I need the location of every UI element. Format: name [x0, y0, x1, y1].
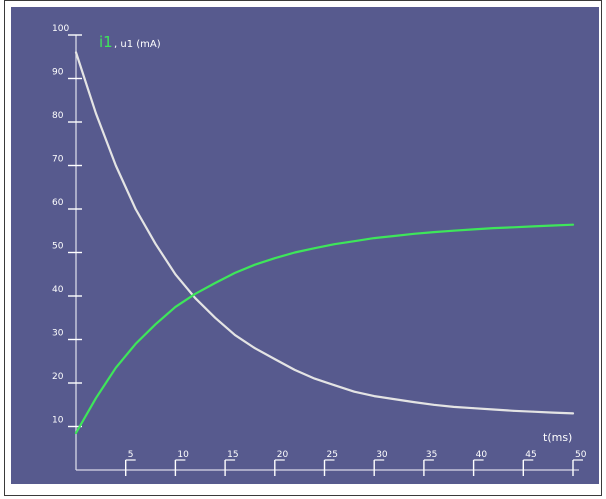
- data-point-i1: [493, 227, 495, 229]
- data-point-i1: [572, 224, 574, 226]
- data-point-i1: [214, 282, 216, 284]
- y-tick-label-90: 90: [52, 68, 64, 78]
- data-point-u1: [294, 369, 296, 371]
- data-point-i1: [532, 226, 534, 228]
- data-point-u1: [353, 391, 355, 393]
- data-point-i1: [413, 233, 415, 235]
- y-tick-label-70: 70: [52, 155, 64, 165]
- data-point-i1: [234, 272, 236, 274]
- data-point-i1: [433, 231, 435, 233]
- axes: 5 10 15 20 25 30 35 40 45 50 10 20 30 40 50 60 70 80 90 100: [52, 24, 587, 476]
- data-point-u1: [314, 378, 316, 380]
- data-point-i1: [314, 247, 316, 249]
- data-point-i1: [393, 235, 395, 237]
- y-tick-label-60: 60: [52, 198, 64, 208]
- data-point-u1: [135, 208, 137, 210]
- y-tick-label-50: 50: [52, 242, 64, 252]
- y-tick-label-100: 100: [52, 24, 69, 34]
- data-point-i1: [294, 252, 296, 254]
- x-tick-label-45: 45: [525, 450, 536, 460]
- data-point-u1: [194, 297, 196, 299]
- x-tick-label-30: 30: [376, 450, 388, 460]
- data-point-u1: [393, 398, 395, 400]
- data-point-i1: [353, 240, 355, 242]
- data-point-i1: [115, 367, 117, 369]
- y-tick-label-10: 10: [52, 416, 64, 426]
- x-tick-label-40: 40: [476, 450, 488, 460]
- data-point-i1: [552, 225, 554, 227]
- chart-svg: 5 10 15 20 25 30 35 40 45 50 10 20 30 40 50 60 70 80 90 100…: [11, 7, 599, 484]
- chart-frame: 5 10 15 20 25 30 35 40 45 50 10 20 30 40 50 60 70 80 90 100…: [4, 0, 602, 496]
- x-tick-label-20: 20: [277, 450, 289, 460]
- x-tick-label-15: 15: [227, 450, 238, 460]
- x-tick-label-5: 5: [128, 450, 134, 460]
- data-point-i1: [334, 243, 336, 245]
- data-point-i1: [453, 230, 455, 232]
- data-point-i1: [155, 323, 157, 325]
- data-point-i1: [373, 237, 375, 239]
- data-point-i1: [513, 226, 515, 228]
- legend: i1 , u1 (mA): [99, 33, 161, 51]
- data-point-i1: [274, 257, 276, 259]
- data-point-u1: [214, 317, 216, 319]
- data-point-i1: [194, 293, 196, 295]
- y-tick-label-20: 20: [52, 372, 64, 382]
- data-point-u1: [95, 112, 97, 114]
- legend-label-i1: i1: [99, 33, 113, 51]
- data-point-u1: [254, 347, 256, 349]
- plot-panel: 5 10 15 20 25 30 35 40 45 50 10 20 30 40 50 60 70 80 90 100…: [11, 7, 599, 484]
- data-point-u1: [115, 165, 117, 167]
- data-point-i1: [254, 264, 256, 266]
- x-tick-label-25: 25: [327, 450, 338, 460]
- data-point-i1: [175, 306, 177, 308]
- series-line-u1: [76, 52, 573, 413]
- x-axis-label: t(ms): [543, 431, 572, 444]
- data-point-u1: [473, 407, 475, 409]
- data-point-u1: [513, 410, 515, 412]
- data-point-u1: [155, 243, 157, 245]
- legend-label-u1: , u1 (mA): [114, 39, 161, 50]
- data-point-i1: [75, 432, 77, 434]
- data-point-u1: [234, 334, 236, 336]
- y-tick-label-30: 30: [52, 329, 64, 339]
- data-point-u1: [334, 384, 336, 386]
- data-point-u1: [453, 406, 455, 408]
- x-tick-label-35: 35: [426, 450, 437, 460]
- data-point-u1: [413, 401, 415, 403]
- data-point-u1: [75, 52, 77, 54]
- data-point-u1: [572, 413, 574, 415]
- data-point-u1: [532, 411, 534, 413]
- data-point-u1: [552, 412, 554, 414]
- series-line-i1: [76, 225, 573, 433]
- x-tick-label-50: 50: [575, 450, 587, 460]
- data-point-u1: [373, 395, 375, 397]
- y-tick-label-80: 80: [52, 111, 64, 121]
- x-tick-label-10: 10: [177, 450, 189, 460]
- series-lines: [75, 52, 574, 434]
- data-point-i1: [473, 229, 475, 231]
- data-point-u1: [175, 273, 177, 275]
- data-point-i1: [135, 343, 137, 345]
- y-tick-label-40: 40: [52, 285, 64, 295]
- data-point-u1: [274, 358, 276, 360]
- data-point-u1: [433, 404, 435, 406]
- data-point-u1: [493, 409, 495, 411]
- data-point-i1: [95, 397, 97, 399]
